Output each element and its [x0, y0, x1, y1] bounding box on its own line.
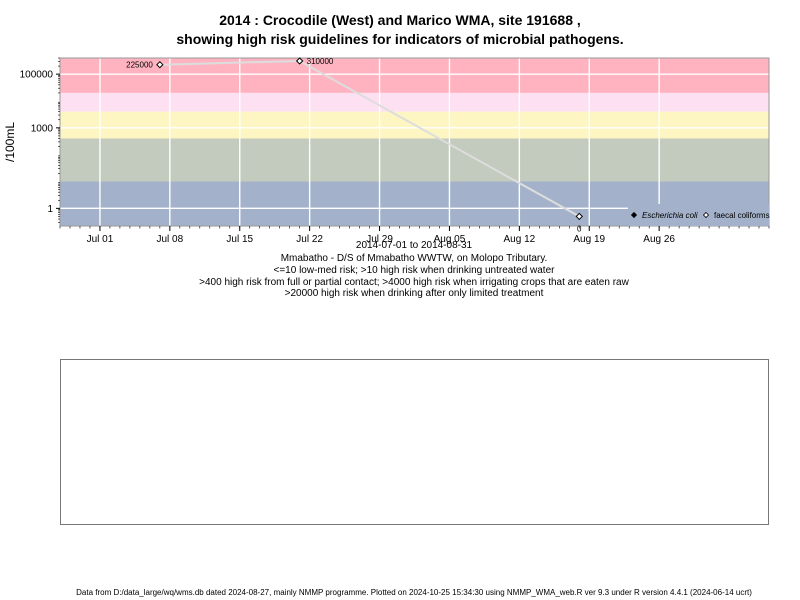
chart-title-line2: showing high risk guidelines for indicat…: [176, 31, 624, 47]
x-tick-label-7: Aug 19: [573, 234, 605, 245]
legend-label-0: Escherichia coli: [642, 211, 698, 220]
caption-guideline-3: >20000 high risk when drinking after onl…: [284, 288, 544, 299]
chart-plot: 1 1000 100000 Jul 01 Jul 08 Jul 15 Jul 22 Jul 2…: [3, 57, 770, 245]
y-axis-label: /100mL: [3, 122, 17, 162]
legend-marker-1: [702, 211, 710, 219]
x-tick-label-4: Jul 29: [366, 234, 393, 245]
footer-note: Data from D:/data_large/wq/wms.db dated …: [76, 588, 752, 597]
data-point-0-1: [295, 57, 304, 65]
x-tick-label-0: Jul 01: [87, 234, 114, 245]
caption-guideline-2: >400 high risk from full or partial cont…: [199, 277, 629, 288]
chart-title-line1: 2014 : Crocodile (West) and Marico WMA, …: [219, 12, 581, 28]
caption-guideline-1: <=10 low-med risk; >10 high risk when dr…: [273, 265, 555, 276]
data-label-0-2: 0: [577, 224, 582, 233]
data-label-0-0: 225000: [126, 61, 153, 70]
x-tick-label-2: Jul 15: [226, 234, 253, 245]
caption-date-range: 2014-07-01 to 2014-08-31: [355, 240, 473, 251]
y-tick-label-0: 1: [47, 204, 53, 215]
legend-box: [628, 204, 769, 226]
risk-band-3: [60, 138, 769, 182]
legend-label-1: faecal coliforms: [714, 211, 770, 220]
legend-marker-0: [630, 211, 638, 219]
x-tick-label-1: Jul 08: [157, 234, 184, 245]
data-point-0-0: [156, 60, 164, 69]
data-label-0-1: 310000: [307, 57, 334, 66]
data-point-0-2: [575, 212, 583, 221]
y-tick-label-2: 100000: [20, 70, 54, 81]
x-tick-label-8: Aug 26: [643, 234, 675, 245]
x-tick-label-3: Jul 22: [296, 234, 323, 245]
x-tick-label-6: Aug 12: [504, 234, 536, 245]
y-tick-label-1: 1000: [31, 123, 54, 134]
risk-band-1: [60, 92, 769, 112]
risk-band-0: [60, 58, 769, 93]
x-tick-label-5: Aug 05: [434, 234, 466, 245]
empty-plot-panel: [60, 359, 769, 525]
caption-site: Mmabatho - D/S of Mmabatho WWTW, on Molo…: [280, 253, 548, 264]
